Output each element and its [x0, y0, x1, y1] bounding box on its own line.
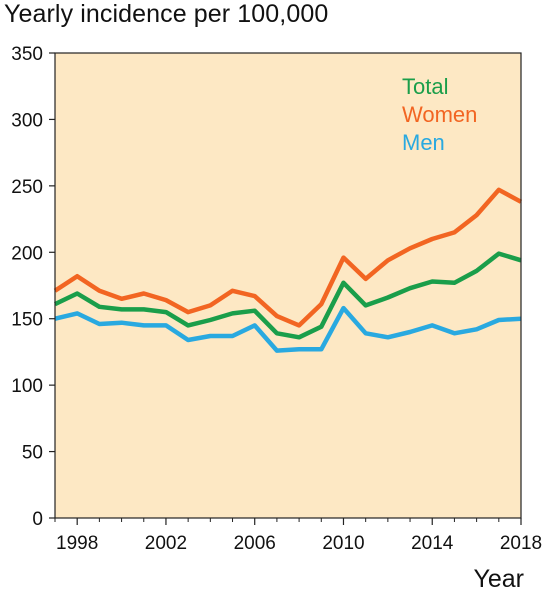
legend-item-women: Women [402, 102, 477, 127]
y-tick-label: 250 [11, 177, 43, 198]
x-tick-label: 2010 [322, 533, 364, 554]
plot-area [55, 53, 521, 518]
y-tick-label: 350 [11, 44, 43, 65]
series-line-men [54, 305, 522, 353]
chart-title: Yearly incidence per 100,000 [4, 0, 329, 28]
y-tick-label: 100 [11, 376, 43, 397]
y-tick-label: 200 [11, 243, 43, 264]
legend-item-total: Total [402, 74, 448, 99]
y-tick-label: 50 [22, 443, 43, 464]
y-tick-label: 300 [11, 110, 43, 131]
x-tick-label: 2006 [234, 533, 276, 554]
y-tick-label: 150 [11, 310, 43, 331]
x-tick-label: 1998 [56, 533, 98, 554]
x-tick-label: 2014 [411, 533, 454, 554]
y-tick-label: 0 [32, 509, 43, 530]
x-tick-label: 2018 [500, 533, 542, 554]
x-tick-label: 2002 [145, 533, 187, 554]
series-line-total [54, 251, 522, 340]
axis-ticks: 0 50 100 150 200 250 300 350 1998 2002 2006 2010 201… [11, 44, 542, 554]
x-axis-title: Year [473, 565, 524, 589]
series-line-women [53, 187, 523, 328]
legend: Total Women Men [402, 74, 477, 155]
plot-frame [54, 52, 522, 519]
series-lines [53, 187, 523, 353]
legend-item-men: Men [402, 130, 445, 155]
